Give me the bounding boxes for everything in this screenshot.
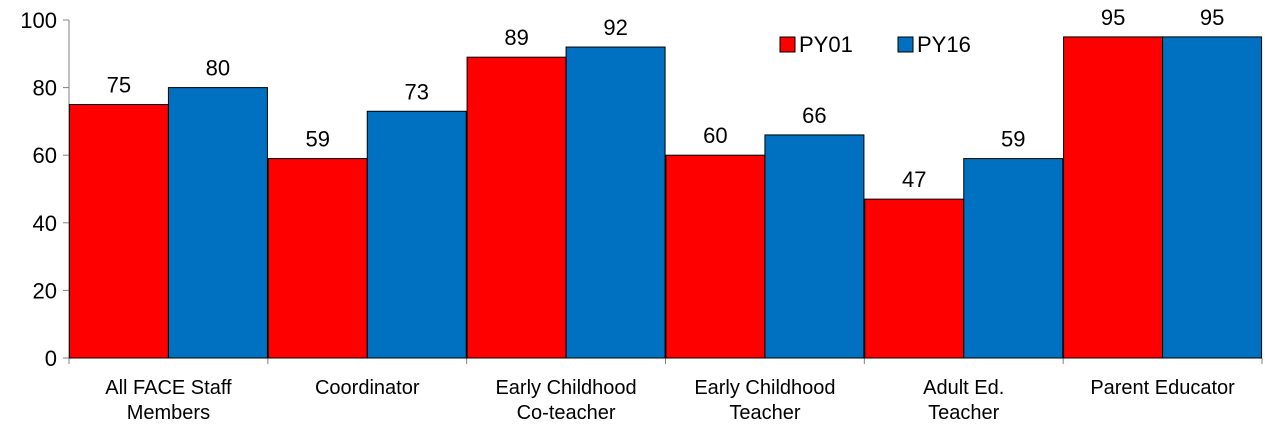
data-label: 95 (1200, 5, 1224, 30)
bar-py01 (267, 158, 368, 359)
x-axis: All FACE Staff Members Coordinator Early Ch… (68, 357, 1263, 424)
x-category-label-line: Members (127, 402, 210, 424)
data-label: 59 (306, 127, 330, 152)
x-category-label: Coordinator (315, 377, 420, 399)
data-label: 73 (405, 79, 429, 104)
x-category-label-line: Parent Educator (1090, 377, 1235, 399)
data-label: 95 (1101, 5, 1125, 30)
y-tick-label: 40 (33, 211, 57, 236)
bar-py01 (1063, 36, 1164, 359)
bar-py01 (68, 104, 169, 359)
y-tick-label: 60 (33, 143, 57, 168)
bar-py16 (167, 87, 268, 359)
data-label: 47 (902, 167, 926, 192)
x-category-label-line: Early Childhood (694, 377, 835, 399)
x-category-label-line: Adult Ed. (923, 377, 1004, 399)
x-category-label-line: Teacher (928, 402, 999, 424)
bar-py01 (864, 198, 965, 359)
legend-swatch-py01 (779, 36, 796, 53)
bar-py16 (366, 110, 467, 359)
y-tick-label: 100 (20, 8, 57, 33)
y-tick-label: 80 (33, 76, 57, 101)
data-label: 80 (206, 56, 230, 81)
x-category-label-line: Teacher (729, 402, 800, 424)
y-tick-label: 0 (45, 346, 57, 371)
bar-py16 (1162, 36, 1263, 359)
y-axis: 0 20 40 60 80 100 (20, 8, 70, 371)
data-label: 89 (504, 25, 528, 50)
x-category-label-line: All FACE Staff (105, 377, 232, 399)
bar-py16 (764, 134, 865, 359)
x-category-label: All FACE Staff Members (105, 377, 232, 424)
data-label: 60 (703, 123, 727, 148)
bar-py01 (466, 56, 567, 359)
data-label: 75 (107, 73, 131, 98)
data-label: 59 (1001, 127, 1025, 152)
x-category-label: Early Childhood Co-teacher (495, 377, 636, 424)
legend-label-py16: PY16 (917, 32, 971, 57)
legend-label-py01: PY01 (799, 32, 853, 57)
data-label: 66 (802, 103, 826, 128)
bar-py01 (665, 154, 766, 359)
x-category-label: Parent Educator (1090, 377, 1235, 399)
bar-py16 (565, 46, 666, 359)
y-tick-label: 20 (33, 278, 57, 303)
legend-swatch-py16 (897, 36, 914, 53)
data-label: 92 (603, 15, 627, 40)
bar-py16 (963, 158, 1064, 359)
x-category-label: Early Childhood Teacher (694, 377, 835, 424)
x-category-label-line: Coordinator (315, 377, 420, 399)
bars (68, 36, 1263, 359)
x-category-label-line: Co-teacher (517, 402, 616, 424)
legend: PY01 PY16 (779, 32, 971, 57)
x-category-label-line: Early Childhood (495, 377, 636, 399)
data-labels: 75 59 89 60 47 95 80 73 92 66 59 95 (107, 5, 1225, 192)
x-category-label: Adult Ed. Teacher (923, 377, 1004, 424)
